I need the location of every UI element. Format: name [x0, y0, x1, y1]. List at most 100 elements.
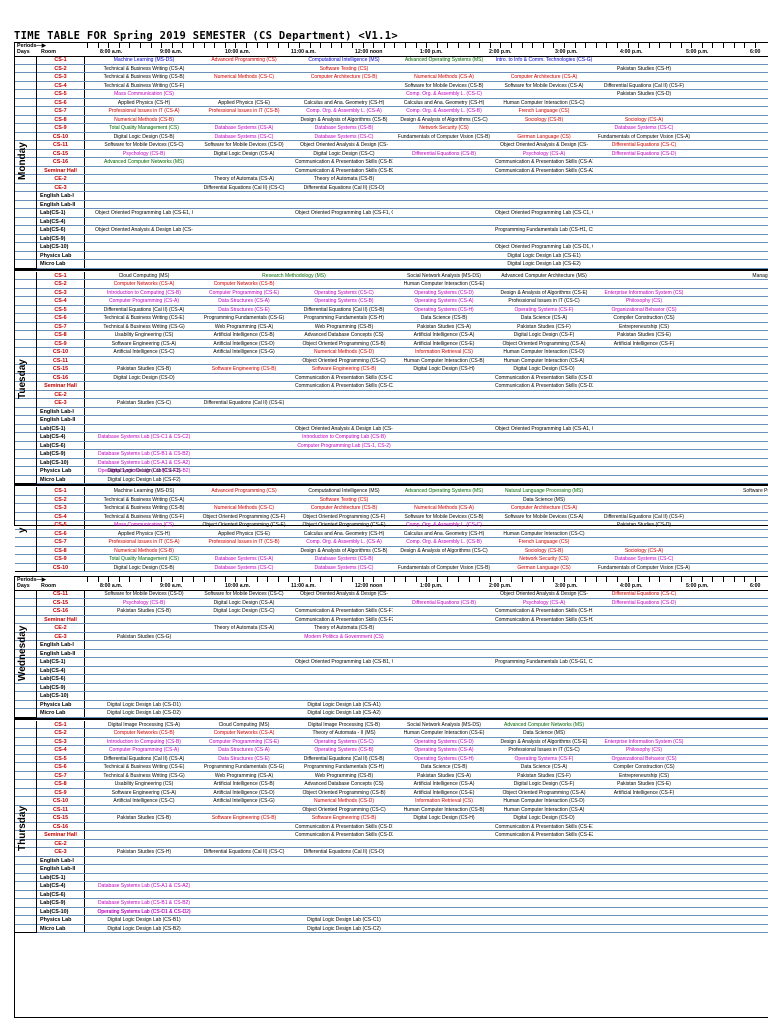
class-slot[interactable]: Data Science (CS-A): [520, 315, 568, 321]
class-slot[interactable]: Differential Equations (Cal II) (CS-B): [303, 306, 385, 313]
class-slot[interactable]: Differential Equations (Cal II) (CS-D): [303, 184, 385, 191]
class-slot[interactable]: Human Computer Interaction (CS-E): [403, 730, 485, 736]
class-slot[interactable]: Database Systems Lab (CS-B1 & CS-B2): [98, 451, 190, 457]
class-slot[interactable]: Technical & Business Writing (CS-E): [103, 764, 185, 770]
class-slot[interactable]: Intro. to Info & Comm. Technologies (CS-…: [495, 57, 593, 63]
class-slot[interactable]: Human Computer Interaction (CS-C): [503, 99, 585, 106]
class-slot[interactable]: Social Network Analysis (MS-DS): [407, 721, 481, 728]
class-slot[interactable]: Sociology (CS-B): [524, 116, 564, 123]
class-slot[interactable]: Digital Logic Design Lab (CS-E1): [507, 252, 581, 259]
class-slot[interactable]: Fundamentals of Computer Vision (CS-A): [597, 564, 691, 571]
class-slot[interactable]: Digital Logic Design (CS-A): [213, 150, 275, 157]
class-slot[interactable]: Applied Physics (CS-H): [117, 99, 171, 106]
class-slot[interactable]: Comp. Org. & Assembly L. (CS-A): [306, 539, 382, 545]
class-slot[interactable]: Data Structures (CS-A): [218, 298, 270, 304]
class-slot[interactable]: Compiler Construction (CS): [613, 764, 675, 770]
class-slot[interactable]: Object Oriented Programming Lab (CS-E1, …: [95, 210, 193, 216]
class-slot[interactable]: Pakistan Studies (CS-B): [117, 608, 171, 614]
class-slot[interactable]: Software Engineering (CS-B): [311, 366, 377, 372]
class-slot[interactable]: Operating Systems (CS-C): [314, 738, 374, 745]
class-slot[interactable]: Object Oriented Programming (CS-E): [202, 522, 286, 528]
class-slot[interactable]: Numerical Methods (CS-B): [114, 547, 174, 554]
class-slot[interactable]: Database Systems (CS-C): [614, 556, 674, 562]
class-slot[interactable]: Entrepreneurship (CS): [618, 323, 670, 330]
class-slot[interactable]: Compiler Construction (CS): [613, 315, 675, 321]
class-slot[interactable]: Differential Equations (Cal II) (CS-D): [303, 849, 385, 855]
class-slot[interactable]: Artificial Intelligence (CS-D): [213, 789, 275, 796]
class-slot[interactable]: Digital Logic Design (CS-B): [113, 564, 175, 571]
class-slot[interactable]: Database Systems (CS-C): [614, 125, 674, 131]
class-slot[interactable]: Digital Logic Design Lab (CS-D1): [107, 701, 181, 708]
class-slot[interactable]: Comp. Org. & Assembly L. (CS-B): [406, 108, 482, 114]
class-slot[interactable]: French Language (CS): [518, 108, 570, 114]
class-slot[interactable]: Object Oriented Programming (CS-A): [502, 789, 586, 796]
class-slot[interactable]: Programming Fundamentals (CS-H): [303, 315, 385, 321]
class-slot[interactable]: Professional Issues in IT (CS-C): [508, 747, 580, 753]
class-slot[interactable]: Differential Equations (Cal II) (CS-B): [303, 755, 385, 762]
class-slot[interactable]: Operating Systems (CS-A): [414, 747, 474, 753]
class-slot[interactable]: Communication & Presentation Skills (CS-…: [495, 167, 593, 174]
class-slot[interactable]: Cloud Computing (MS): [218, 721, 270, 728]
class-slot[interactable]: Artificial Intelligence (CS-E): [413, 789, 475, 796]
class-slot[interactable]: Communication & Presentation Skills (CS-…: [295, 167, 393, 174]
class-slot[interactable]: Advanced Operating Systems (MS): [404, 488, 484, 494]
class-slot[interactable]: Differential Equations (CS-D): [611, 599, 677, 606]
class-slot[interactable]: Operating Systems Lab (CS-D1 & CS-D2): [97, 908, 191, 915]
class-slot[interactable]: Digital Logic Design Lab (CS-C1): [307, 917, 381, 923]
class-slot[interactable]: Fundamentals of Computer Vision (CS-A): [597, 133, 691, 140]
class-slot[interactable]: Artificial Intelligence (CS-C): [113, 349, 175, 355]
class-slot[interactable]: Numerical Methods (CS-B): [114, 116, 174, 123]
class-slot[interactable]: Digital Logic Design (CS-A): [213, 599, 275, 606]
class-slot[interactable]: Object Oriented Analysis & Design Lab (C…: [295, 425, 393, 432]
class-slot[interactable]: Object Oriented Programming (CS-C): [302, 357, 386, 364]
class-slot[interactable]: Communication & Presentation Skills (CS-…: [495, 832, 593, 838]
class-slot[interactable]: Operating Systems (CS-D): [414, 289, 474, 296]
class-slot[interactable]: Object Oriented Programming (CS-C): [302, 806, 386, 813]
class-slot[interactable]: Web Programming (CS-A): [214, 772, 274, 779]
class-slot[interactable]: Software for Mobile Devices (CS-D): [204, 142, 284, 148]
class-slot[interactable]: Data Science (CS-B): [420, 764, 468, 770]
class-slot[interactable]: Communication & Presentation Skills (CS-…: [495, 383, 593, 389]
class-slot[interactable]: Human Computer Interaction (CS-C): [503, 530, 585, 537]
class-slot[interactable]: Communication & Presentation Skills (CS-…: [495, 823, 593, 830]
class-slot[interactable]: Introduction to Computing Lab (CS-B): [302, 434, 386, 440]
class-slot[interactable]: Operating Systems Lab (CS-C1 & CS-C2): [97, 908, 191, 915]
class-slot[interactable]: Digital Logic Design Lab (CS-A2): [307, 710, 381, 716]
class-slot[interactable]: Data Science (MS): [523, 496, 565, 503]
class-slot[interactable]: Object Oriented Programming (CS-A): [502, 340, 586, 347]
class-slot[interactable]: Data Structures (CS-E): [218, 755, 270, 762]
class-slot[interactable]: Differential Equations (Cal II) (CS-C): [203, 849, 285, 855]
class-slot[interactable]: Entrepreneurship (CS): [618, 772, 670, 779]
class-slot[interactable]: Artificial Intelligence (CS-C): [113, 798, 175, 804]
class-slot[interactable]: Applied Physics (CS-E): [218, 99, 270, 106]
class-slot[interactable]: Pakistan Studies (CS-E): [617, 781, 671, 787]
class-slot[interactable]: Pakistan Studies (CS-D): [616, 91, 672, 97]
class-slot[interactable]: Management & O: [752, 272, 768, 279]
class-slot[interactable]: Usability Engineering (CS): [114, 332, 174, 338]
class-slot[interactable]: Human Computer Interaction (CS-A): [503, 357, 585, 364]
class-slot[interactable]: Artificial Intelligence (CS-G): [213, 798, 275, 804]
class-slot[interactable]: Sociology (CS-A): [624, 116, 664, 123]
class-slot[interactable]: Professional Issues in IT (CS-B): [208, 108, 280, 114]
class-slot[interactable]: Technical & Business Writing (CS-F): [103, 513, 185, 520]
class-slot[interactable]: Calculus and Ana. Geometry (CS-H): [403, 99, 485, 106]
class-slot[interactable]: Differential Equations (Cal II) (CS-C): [203, 184, 285, 191]
class-slot[interactable]: Web Programming (CS-B): [314, 323, 374, 330]
class-slot[interactable]: Sociology (CS-B): [524, 547, 564, 554]
class-slot[interactable]: Digital Image Processing (CS-B): [308, 721, 380, 728]
class-slot[interactable]: Software for Mobile Devices (CS-C): [104, 142, 184, 148]
class-slot[interactable]: Communication & Presentation Skills (CS-…: [295, 823, 393, 830]
class-slot[interactable]: Fundamentals of Computer Vision (CS-B): [397, 133, 491, 140]
class-slot[interactable]: Digital Logic Design (CS-H): [413, 366, 475, 372]
class-slot[interactable]: Digital Logic Design Lab (CS-F2): [107, 476, 181, 483]
class-slot[interactable]: Professional Issues in IT (CS-A): [108, 539, 180, 545]
class-slot[interactable]: Artificial Intelligence (CS-F): [613, 340, 675, 347]
class-slot[interactable]: Pakistan Studies (CS-E): [617, 332, 671, 338]
class-slot[interactable]: Operating Systems (CS-D): [414, 738, 474, 745]
class-slot[interactable]: Pakistan Studies (CS-D): [616, 522, 672, 528]
class-slot[interactable]: Programming Fundamentals (CS-G): [203, 315, 285, 321]
class-slot[interactable]: Network Security (CS): [419, 125, 469, 131]
class-slot[interactable]: Operating Systems (CS-H): [414, 755, 474, 762]
class-slot[interactable]: Web Programming (CS-A): [214, 323, 274, 330]
class-slot[interactable]: Advanced Computer Architecture (MS): [501, 272, 587, 279]
